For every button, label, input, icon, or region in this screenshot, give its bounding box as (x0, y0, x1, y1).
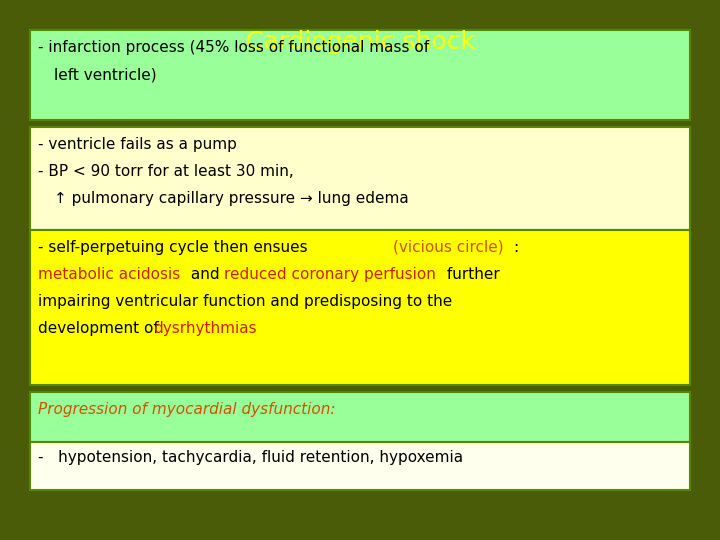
Text: - self-perpetuing cycle then ensues: - self-perpetuing cycle then ensues (38, 240, 312, 255)
Text: - infarction process (45% loss of functional mass of: - infarction process (45% loss of functi… (38, 40, 429, 55)
Text: metabolic acidosis: metabolic acidosis (38, 267, 180, 282)
Text: - ventricle fails as a pump: - ventricle fails as a pump (38, 137, 237, 152)
FancyBboxPatch shape (30, 392, 690, 442)
Text: impairing ventricular function and predisposing to the: impairing ventricular function and predi… (38, 294, 452, 309)
Text: further: further (442, 267, 500, 282)
Text: - BP < 90 torr for at least 30 min,: - BP < 90 torr for at least 30 min, (38, 164, 294, 179)
Text: :: : (513, 240, 518, 255)
Text: (vicious circle): (vicious circle) (393, 240, 503, 255)
FancyBboxPatch shape (30, 442, 690, 490)
Text: dysrhythmias: dysrhythmias (153, 321, 256, 336)
FancyBboxPatch shape (30, 230, 690, 385)
FancyBboxPatch shape (30, 30, 690, 120)
Text: -   hypotension, tachycardia, fluid retention, hypoxemia: - hypotension, tachycardia, fluid retent… (38, 450, 463, 465)
Text: Cardiogenic shock: Cardiogenic shock (246, 30, 474, 54)
FancyBboxPatch shape (30, 127, 690, 230)
Text: left ventricle): left ventricle) (54, 68, 157, 83)
Text: reduced coronary perfusion: reduced coronary perfusion (224, 267, 436, 282)
Text: ↑ pulmonary capillary pressure → lung edema: ↑ pulmonary capillary pressure → lung ed… (54, 191, 409, 206)
Text: Progression of myocardial dysfunction:: Progression of myocardial dysfunction: (38, 402, 336, 417)
Text: and: and (186, 267, 225, 282)
Text: development of: development of (38, 321, 163, 336)
